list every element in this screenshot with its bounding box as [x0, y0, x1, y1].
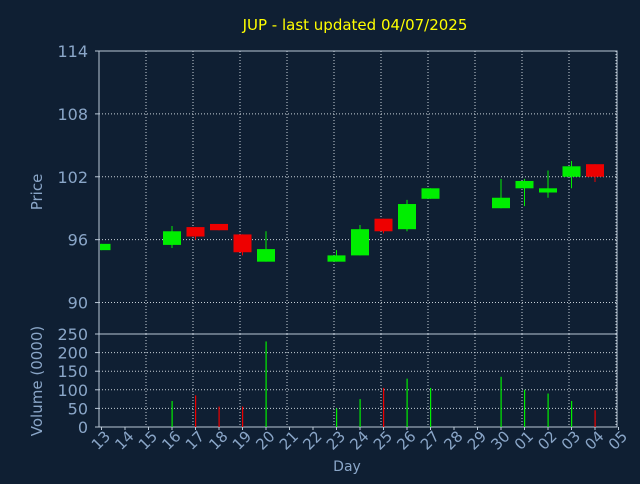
candle-body	[492, 197, 510, 209]
candle-body	[233, 234, 252, 253]
volume-bar	[571, 400, 573, 427]
candlestick	[163, 226, 181, 249]
candlestick	[100, 243, 111, 251]
candle-body	[374, 218, 393, 232]
candlestick	[586, 164, 604, 183]
volume-ytick-label: 250	[57, 325, 88, 344]
volume-bar	[524, 389, 526, 427]
candlestick	[233, 234, 252, 256]
price-ytick-label: 90	[68, 294, 88, 313]
price-ytick-label: 102	[57, 168, 88, 187]
candle-body	[515, 180, 534, 189]
candlestick	[327, 250, 346, 262]
candle-body	[421, 188, 440, 199]
volume-ytick-label: 0	[78, 418, 88, 437]
volume-ytick-label: 100	[57, 381, 88, 400]
candlesticks	[100, 161, 604, 262]
volume-ytick-label: 50	[68, 399, 88, 418]
candlestick	[351, 224, 369, 256]
candlestick	[492, 178, 510, 209]
day-axis-label: Day	[333, 459, 361, 475]
volume-bar	[265, 341, 267, 427]
volume-bar	[383, 387, 385, 427]
candlestick	[186, 227, 205, 240]
price-ytick-labels: 90 96 102 108 114	[57, 42, 99, 313]
candlestick	[539, 170, 557, 198]
candle-body	[398, 204, 416, 230]
volume-bar	[195, 395, 197, 427]
day-tick-labels: 1314151617181920212223242526272829300102…	[88, 427, 631, 454]
candle-body	[100, 243, 111, 251]
candle-body	[351, 229, 369, 256]
volume-ytick-label: 150	[57, 362, 88, 381]
volume-bar	[242, 406, 244, 427]
volume-bar	[406, 378, 408, 427]
volume-bar	[547, 393, 549, 427]
candle-body	[327, 255, 346, 262]
candle-body	[562, 166, 581, 177]
candlestick	[421, 188, 440, 199]
price-ytick-label: 96	[68, 231, 88, 250]
candlestick	[374, 218, 393, 234]
candlestick	[257, 231, 275, 262]
volume-bar	[359, 399, 361, 427]
candle-body	[257, 249, 275, 262]
price-ytick-label: 114	[57, 42, 88, 61]
volume-plot-frame	[98, 333, 618, 428]
candle-body	[163, 231, 181, 245]
candlestick	[562, 161, 581, 189]
candle-body	[186, 227, 205, 237]
volume-bar	[218, 406, 220, 427]
volume-ytick-label: 200	[57, 344, 88, 363]
volume-bar	[171, 400, 173, 427]
price-panel: 90 96 102 108 114 Price	[28, 42, 618, 335]
volume-grid	[99, 334, 617, 427]
candlestick	[210, 223, 228, 231]
volume-bar	[336, 408, 338, 427]
candle-body	[210, 223, 228, 231]
price-axis-label: Price	[28, 174, 46, 211]
candlestick	[515, 178, 534, 207]
volume-bar	[500, 376, 502, 427]
candle-body	[539, 188, 557, 193]
volume-bar	[430, 387, 432, 427]
volume-bar	[594, 410, 596, 427]
volume-bars	[171, 341, 596, 427]
candlestick	[398, 199, 416, 232]
price-ytick-label: 108	[57, 105, 88, 124]
chart-title: JUP - last updated 04/07/2025	[242, 16, 468, 34]
candle-body	[586, 164, 604, 177]
volume-axis-label: Volume (0000)	[28, 326, 46, 436]
